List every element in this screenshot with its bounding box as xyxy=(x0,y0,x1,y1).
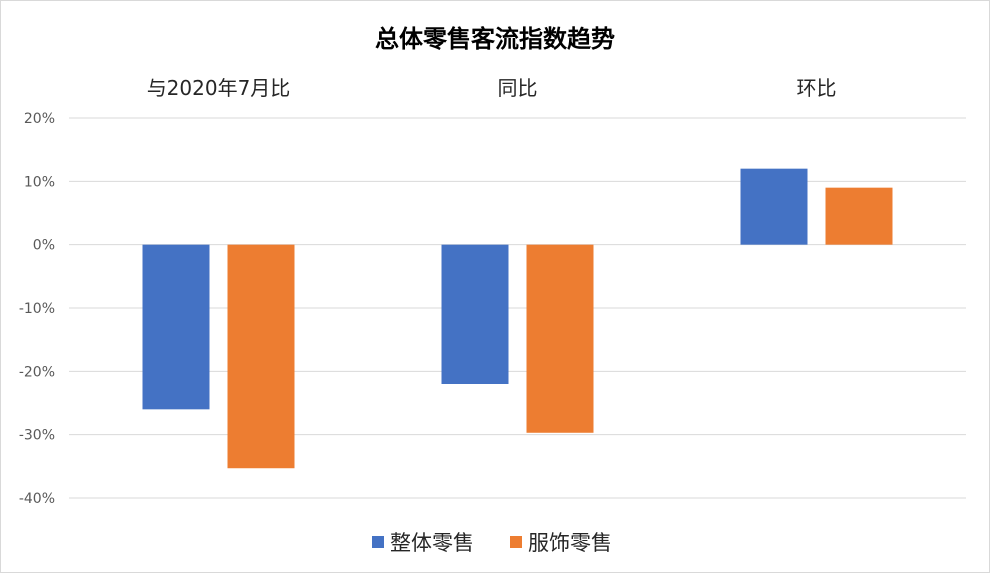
bars xyxy=(142,168,893,469)
bar-2-1 xyxy=(227,244,295,469)
y-tick-label: -10% xyxy=(19,301,55,317)
y-axis: 20% 10% 0% -10% -20% -30% -40% xyxy=(19,111,55,507)
legend-label: 服饰零售 xyxy=(528,531,612,555)
legend-label: 整体零售 xyxy=(390,531,474,555)
legend: 整体零售 服饰零售 xyxy=(372,531,612,555)
legend-swatch xyxy=(510,536,522,548)
gridlines xyxy=(69,117,966,499)
y-tick-label: -20% xyxy=(19,364,55,380)
y-tick-label: 20% xyxy=(24,111,55,127)
legend-swatch xyxy=(372,536,384,548)
category-label: 同比 xyxy=(498,76,538,100)
y-tick-label: -40% xyxy=(19,491,55,507)
category-labels: 与2020年7月比 同比 环比 xyxy=(147,76,837,100)
y-tick-label: 0% xyxy=(33,238,55,254)
y-tick-label: 10% xyxy=(24,174,55,190)
category-label: 环比 xyxy=(797,76,837,100)
bar-2-3 xyxy=(825,187,893,245)
bar-1-2 xyxy=(441,244,509,384)
bar-2-2 xyxy=(526,244,594,433)
category-label: 与2020年7月比 xyxy=(147,76,291,100)
bar-1-3 xyxy=(740,168,808,245)
y-tick-label: -30% xyxy=(19,428,55,444)
chart-title: 总体零售客流指数趋势 xyxy=(375,25,615,53)
bar-1-1 xyxy=(142,244,210,410)
